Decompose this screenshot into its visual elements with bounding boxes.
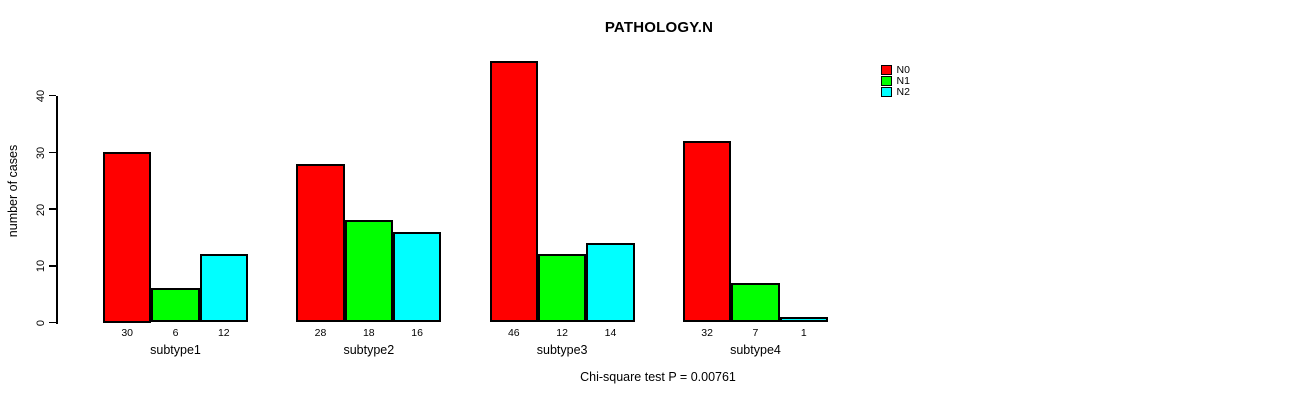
legend-label: N0 xyxy=(896,63,910,76)
bar xyxy=(199,254,248,323)
legend-swatch xyxy=(881,75,892,86)
y-tick-mark xyxy=(49,208,56,210)
bar-value-label: 14 xyxy=(604,326,617,339)
y-tick-mark xyxy=(49,151,56,153)
bar xyxy=(682,140,732,323)
bar xyxy=(537,254,587,323)
y-tick-label: 20 xyxy=(34,203,47,216)
legend-swatch xyxy=(881,64,892,75)
bar-value-label: 6 xyxy=(172,326,179,339)
category-label: subtype4 xyxy=(730,342,781,357)
y-tick-mark xyxy=(49,321,56,324)
y-axis-label: number of cases xyxy=(6,144,20,238)
footnote-chi-square-test: Chi-square test P = 0.00761 xyxy=(580,370,736,384)
category-label: subtype3 xyxy=(536,342,588,357)
bar xyxy=(586,243,635,323)
y-tick-label: 40 xyxy=(34,89,47,103)
y-tick-label: 0 xyxy=(34,319,47,327)
bar-value-label: 18 xyxy=(362,326,375,339)
bar-value-label: 1 xyxy=(800,326,807,339)
y-tick-mark xyxy=(49,265,56,267)
legend-label: N1 xyxy=(896,74,910,87)
chart-title: PATHOLOGY.N xyxy=(604,19,714,36)
bar-value-label: 16 xyxy=(411,326,423,339)
bar-value-label: 30 xyxy=(121,326,133,339)
bar-value-label: 32 xyxy=(701,326,713,339)
bar xyxy=(296,163,345,323)
bar xyxy=(779,316,828,323)
category-label: subtype2 xyxy=(343,342,395,357)
bar xyxy=(392,231,442,323)
bar xyxy=(731,282,780,323)
y-tick-mark xyxy=(49,94,56,97)
bar-value-label: 7 xyxy=(752,326,759,339)
bar-value-label: 46 xyxy=(507,326,520,339)
bar xyxy=(151,288,200,323)
bar xyxy=(489,61,538,323)
bar xyxy=(344,220,393,323)
legend-swatch xyxy=(881,86,892,97)
y-tick-label: 30 xyxy=(34,146,47,159)
bar-value-label: 12 xyxy=(217,326,230,339)
category-label: subtype1 xyxy=(150,342,201,357)
legend-label: N2 xyxy=(896,85,910,98)
bar-value-label: 12 xyxy=(556,326,568,339)
y-axis-line xyxy=(56,95,58,324)
y-tick-label: 10 xyxy=(34,260,47,273)
bar xyxy=(103,152,152,323)
bar-value-label: 28 xyxy=(314,326,327,339)
